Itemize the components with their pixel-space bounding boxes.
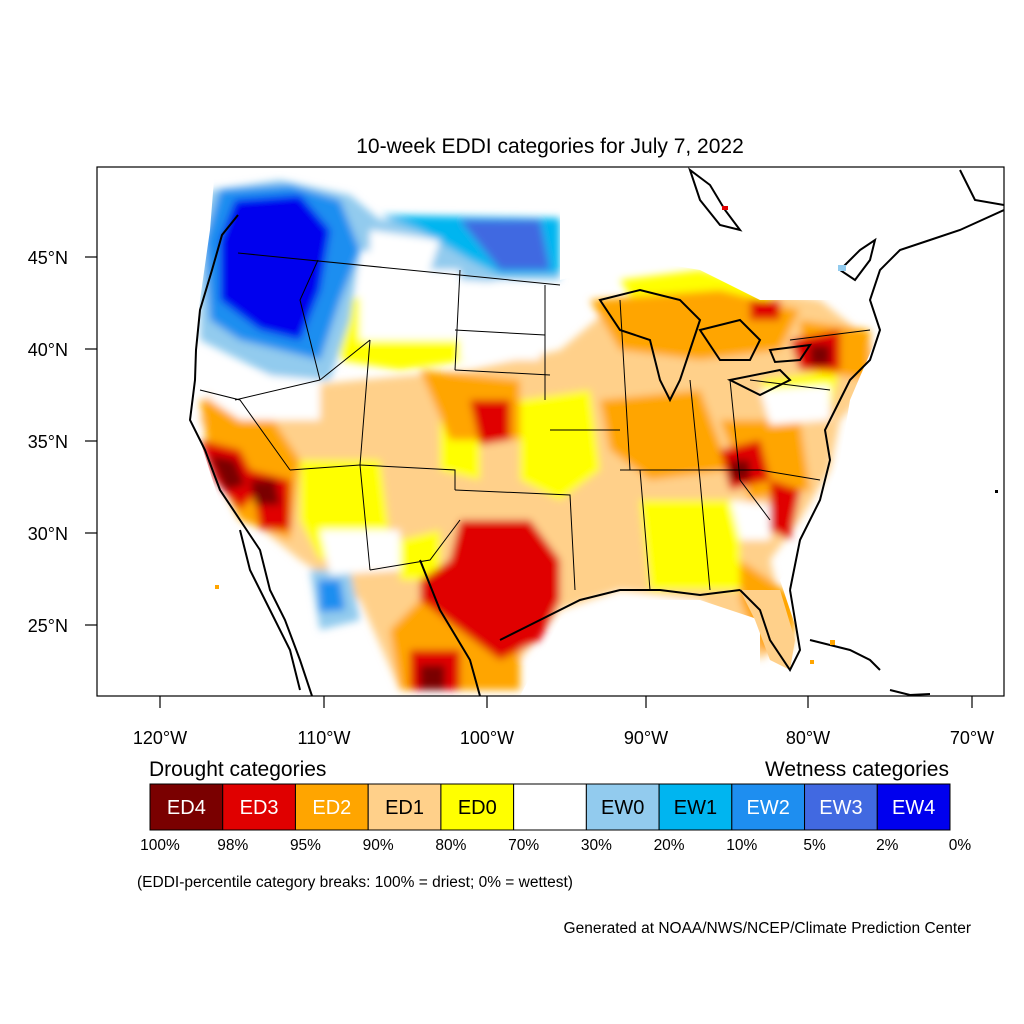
legend-break-label: 0% [949, 837, 972, 854]
coastal-speckle [215, 206, 998, 664]
legend-break-label: 10% [726, 837, 757, 854]
legend-category-label: ED0 [458, 797, 497, 819]
legend-swatch [585, 783, 660, 831]
legend-break-label: 2% [876, 837, 899, 854]
legend-break-label: 70% [508, 837, 539, 854]
lat-tick-label: 40°N [28, 340, 68, 360]
lon-tick-label: 120°W [133, 728, 187, 748]
latitude-axis [85, 256, 97, 626]
legend-break-labels: 100% 98% 95% 90% 80% 70% 30% 20% 10% 5% 2% 0% [140, 837, 971, 854]
legend-swatch [876, 783, 951, 831]
legend-color-bar: ED4 ED3 ED2 ED1 ED0 EW0 EW1 EW2 EW3 EW4 [149, 783, 951, 831]
legend-break-label: 5% [803, 837, 826, 854]
legend-category-label: EW0 [601, 797, 644, 819]
legend-category-label: EW3 [819, 797, 862, 819]
legend-swatch [658, 783, 733, 831]
legend-break-label: 90% [363, 837, 394, 854]
legend-break-label: 30% [581, 837, 612, 854]
legend-category-label: EW1 [674, 797, 717, 819]
state-borders [199, 252, 871, 591]
legend-category-label: ED2 [312, 797, 351, 819]
lon-tick-label: 80°W [786, 728, 830, 748]
legend-category-label: ED4 [167, 797, 206, 819]
coastlines [188, 167, 1004, 696]
legend-break-label: 98% [217, 837, 248, 854]
map-frame [96, 166, 1005, 697]
category-break-note: (EDDI-percentile category breaks: 100% =… [137, 874, 573, 891]
map-panel [97, 167, 1004, 696]
legend-break-label: 80% [435, 837, 466, 854]
map-title: 10-week EDDI categories for July 7, 2022 [356, 135, 744, 158]
lat-tick-label: 30°N [28, 524, 68, 544]
legend-category-label: EW2 [747, 797, 790, 819]
legend-category-label: ED1 [385, 797, 424, 819]
legend-break-label: 100% [140, 837, 180, 854]
lon-tick-label: 100°W [460, 728, 514, 748]
legend-category-label: ED3 [240, 797, 279, 819]
legend-swatch [513, 783, 587, 831]
ocean-mask [97, 167, 1004, 696]
legend-category-label: EW4 [892, 797, 935, 819]
legend-swatch [804, 783, 878, 831]
lon-tick-label: 90°W [624, 728, 668, 748]
legend-swatch [367, 783, 442, 831]
credit-line: Generated at NOAA/NWS/NCEP/Climate Predi… [564, 920, 971, 937]
legend-break-label: 95% [290, 837, 321, 854]
lat-tick-label: 45°N [28, 248, 68, 268]
lat-tick-label: 25°N [28, 616, 68, 636]
legend-swatch [294, 783, 369, 831]
lon-tick-label: 70°W [950, 728, 994, 748]
longitude-axis [159, 696, 973, 708]
wetness-categories-heading: Wetness categories [765, 758, 949, 781]
legend-swatch [440, 783, 515, 831]
lon-tick-label: 110°W [298, 728, 351, 748]
lat-tick-label: 35°N [28, 432, 68, 452]
legend-swatch [222, 783, 296, 831]
drought-categories-heading: Drought categories [149, 758, 326, 781]
legend-break-label: 20% [654, 837, 685, 854]
